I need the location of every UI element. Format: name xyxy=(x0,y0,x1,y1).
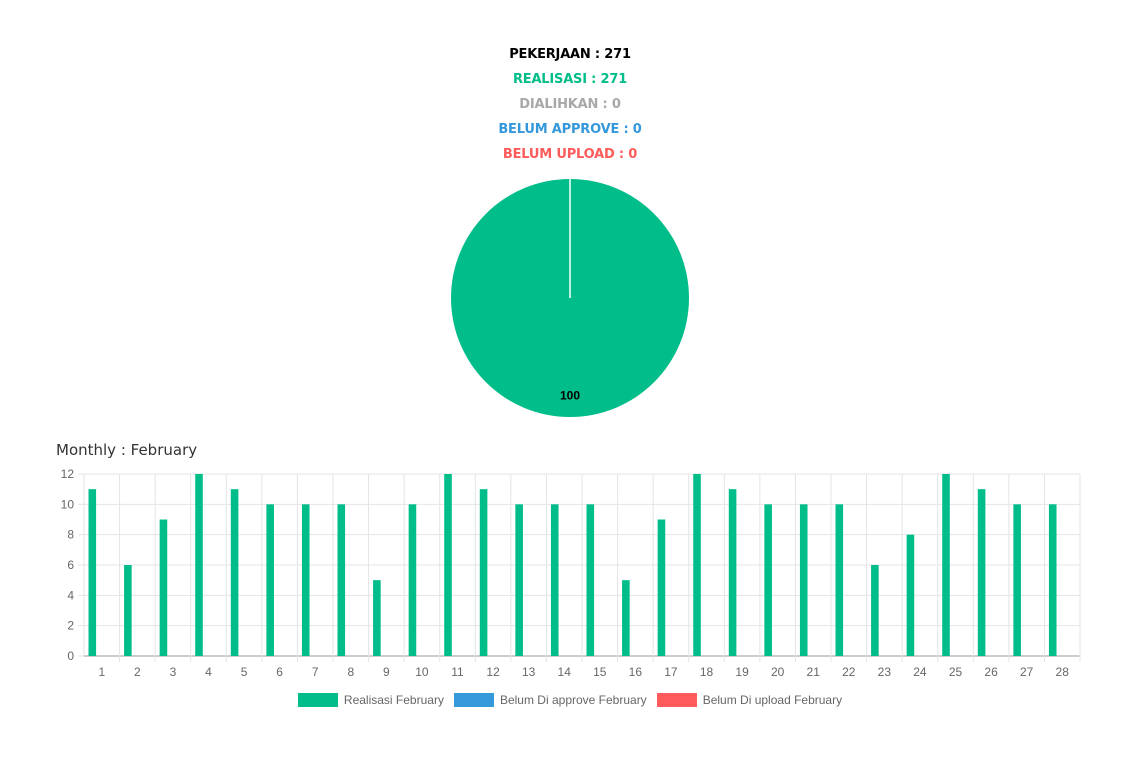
x-tick-label: 26 xyxy=(984,665,998,679)
legend-label: Belum Di approve February xyxy=(499,693,647,707)
y-tick-label: 12 xyxy=(61,467,75,481)
bar-realisasi[interactable] xyxy=(799,504,808,656)
bar-realisasi[interactable] xyxy=(550,504,559,656)
bar-realisasi[interactable] xyxy=(408,504,417,656)
pekerjaan-total: PEKERJAAN : 271 xyxy=(509,47,631,62)
x-tick-label: 9 xyxy=(383,665,390,679)
summary-stats: PEKERJAAN : 271 REALISASI : 271 DIALIHKA… xyxy=(0,42,1140,167)
bar-realisasi[interactable] xyxy=(622,580,630,656)
bar-realisasi[interactable] xyxy=(124,565,132,656)
bar-realisasi[interactable] xyxy=(586,504,595,656)
legend-swatch xyxy=(453,693,494,707)
x-tick-label: 25 xyxy=(949,665,963,679)
bar-realisasi[interactable] xyxy=(835,504,844,656)
y-tick-label: 6 xyxy=(67,558,74,572)
bar-realisasi[interactable] xyxy=(942,474,950,656)
legend-item[interactable]: Belum Di upload February xyxy=(656,693,843,707)
x-tick-label: 11 xyxy=(451,665,464,679)
bar-realisasi[interactable] xyxy=(337,504,346,656)
bar-realisasi[interactable] xyxy=(871,565,879,656)
y-tick-label: 4 xyxy=(67,588,74,602)
x-tick-label: 18 xyxy=(700,665,714,679)
x-tick-label: 21 xyxy=(807,665,821,679)
bar-realisasi[interactable] xyxy=(764,504,772,656)
x-tick-label: 24 xyxy=(913,665,927,679)
bar-realisasi[interactable] xyxy=(728,489,737,656)
y-tick-label: 10 xyxy=(61,497,75,511)
y-tick-label: 2 xyxy=(67,619,74,633)
x-tick-label: 6 xyxy=(276,665,283,679)
x-tick-label: 7 xyxy=(312,665,319,679)
bar-realisasi[interactable] xyxy=(515,504,523,656)
monthly-chart-title: Monthly : February xyxy=(56,441,198,459)
pie-chart[interactable]: 100 xyxy=(440,170,700,430)
pie-slice-label: 100 xyxy=(560,389,580,403)
x-tick-label: 13 xyxy=(522,665,536,679)
x-tick-label: 4 xyxy=(205,665,212,679)
x-tick-label: 8 xyxy=(347,665,354,679)
legend-item[interactable]: Realisasi February xyxy=(297,693,444,707)
x-tick-label: 1 xyxy=(98,665,105,679)
legend-swatch xyxy=(656,693,697,707)
belum-upload-total: BELUM UPLOAD : 0 xyxy=(502,147,638,162)
bar-realisasi[interactable] xyxy=(977,489,986,656)
realisasi-total: REALISASI : 271 xyxy=(512,72,628,87)
bar-realisasi[interactable] xyxy=(230,489,239,656)
bar-realisasi[interactable] xyxy=(373,580,381,656)
x-tick-label: 15 xyxy=(593,665,607,679)
legend-label: Realisasi February xyxy=(343,693,444,707)
x-tick-label: 19 xyxy=(735,665,749,679)
x-tick-label: 2 xyxy=(134,665,141,679)
bar-realisasi[interactable] xyxy=(657,519,666,657)
bar-realisasi[interactable] xyxy=(906,534,915,656)
x-tick-label: 5 xyxy=(241,665,248,679)
bar-realisasi[interactable] xyxy=(159,519,168,657)
legend-swatch xyxy=(297,693,338,707)
x-tick-label: 10 xyxy=(415,665,429,679)
legend-item[interactable]: Belum Di approve February xyxy=(453,693,647,707)
x-tick-label: 3 xyxy=(170,665,177,679)
x-tick-label: 16 xyxy=(629,665,643,679)
bar-realisasi[interactable] xyxy=(88,489,97,656)
x-tick-label: 20 xyxy=(771,665,785,679)
x-tick-label: 28 xyxy=(1056,665,1070,679)
y-tick-label: 0 xyxy=(67,649,74,663)
y-tick-label: 8 xyxy=(67,528,74,542)
bar-realisasi[interactable] xyxy=(1048,504,1057,656)
x-tick-label: 14 xyxy=(558,665,572,679)
bar-realisasi[interactable] xyxy=(266,504,274,656)
bar-realisasi[interactable] xyxy=(1013,504,1021,656)
dialihkan-total: DIALIHKAN : 0 xyxy=(519,97,621,112)
x-tick-label: 17 xyxy=(664,665,678,679)
x-tick-label: 27 xyxy=(1020,665,1034,679)
bar-realisasi[interactable] xyxy=(479,489,488,656)
bar-realisasi[interactable] xyxy=(301,504,310,656)
bar-realisasi[interactable] xyxy=(693,474,701,656)
bar-chart-legend: Realisasi February Belum Di approve Febru… xyxy=(0,693,1140,707)
x-tick-label: 12 xyxy=(486,665,500,679)
x-tick-label: 22 xyxy=(842,665,856,679)
x-tick-label: 23 xyxy=(878,665,892,679)
bar-realisasi[interactable] xyxy=(195,474,203,656)
belum-approve-total: BELUM APPROVE : 0 xyxy=(498,122,642,137)
bar-realisasi[interactable] xyxy=(444,474,452,656)
legend-label: Belum Di upload February xyxy=(702,693,843,707)
